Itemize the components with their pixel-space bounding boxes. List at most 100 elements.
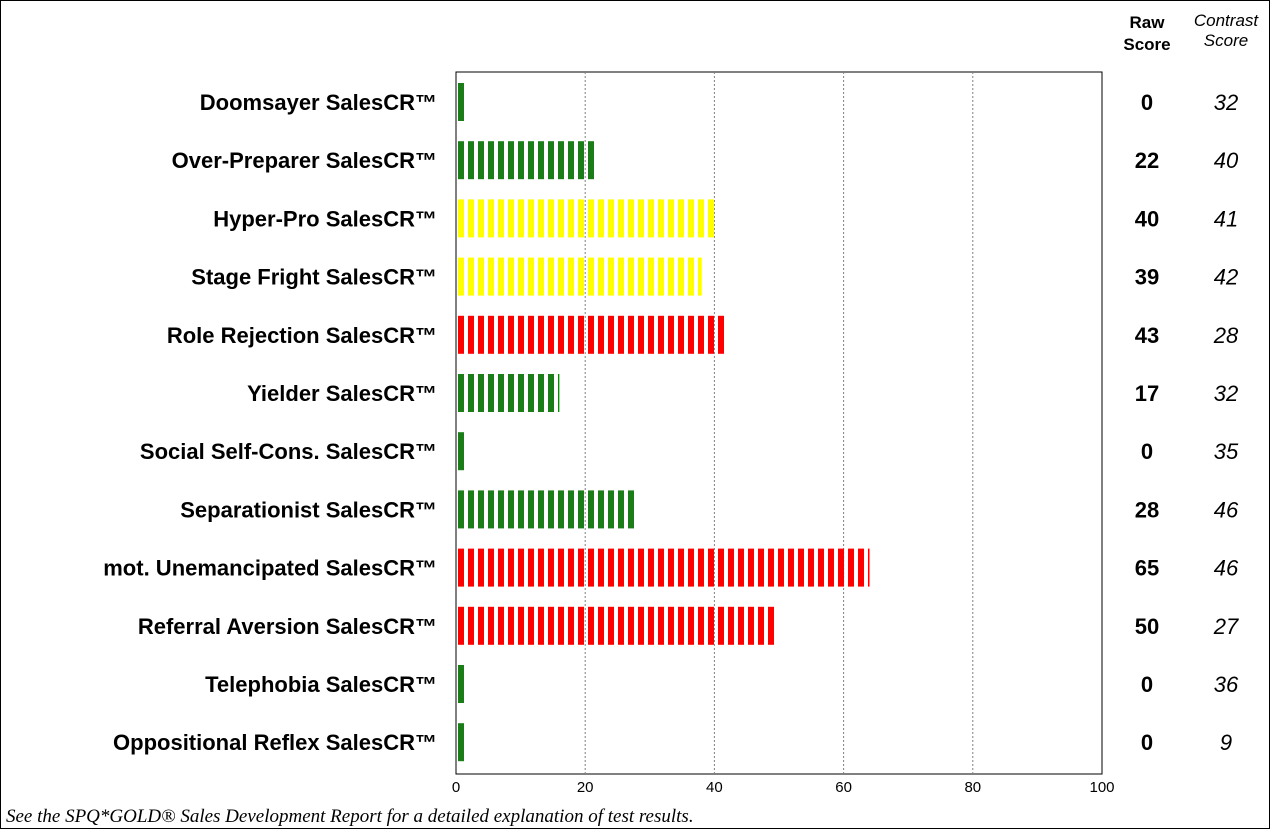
bar-segment bbox=[858, 548, 864, 587]
raw-score-value: 40 bbox=[1135, 206, 1159, 231]
x-tick-label: 80 bbox=[964, 779, 981, 796]
bar-segment bbox=[738, 548, 744, 587]
x-tick-label: 40 bbox=[706, 779, 723, 796]
bar-segment bbox=[548, 315, 554, 354]
bar-segment bbox=[818, 548, 824, 587]
bar-segment bbox=[628, 315, 634, 354]
bar-segment bbox=[618, 490, 624, 529]
bar-segment bbox=[668, 606, 674, 645]
bar-segment bbox=[598, 199, 604, 238]
x-tick-label: 100 bbox=[1089, 779, 1114, 796]
category-label: Oppositional Reflex SalesCR™ bbox=[113, 730, 437, 755]
bar-segment bbox=[478, 490, 484, 529]
bar-segment bbox=[508, 141, 514, 180]
bar-segment bbox=[538, 257, 544, 296]
bar-segment bbox=[618, 199, 624, 238]
raw-score-value: 0 bbox=[1141, 672, 1153, 697]
bar-segment bbox=[568, 548, 574, 587]
bar-segment bbox=[578, 490, 584, 529]
bar-segment bbox=[698, 315, 704, 354]
bar-segment bbox=[468, 548, 474, 587]
bar-segment bbox=[548, 257, 554, 296]
bar-segment bbox=[628, 490, 634, 529]
bar-segment bbox=[478, 374, 484, 412]
bar-segment bbox=[628, 257, 634, 296]
contrast-score-value: 9 bbox=[1220, 730, 1232, 755]
bar-segment bbox=[608, 257, 614, 296]
bar-segment bbox=[698, 606, 704, 645]
bar-segment bbox=[658, 606, 664, 645]
bar-segment bbox=[538, 490, 544, 529]
bar-segment bbox=[498, 315, 504, 354]
bar-segment bbox=[518, 490, 524, 529]
bar bbox=[458, 548, 870, 587]
bar-segment bbox=[638, 606, 644, 645]
bar-segment bbox=[508, 490, 514, 529]
bar-segment bbox=[518, 199, 524, 238]
bar-segment bbox=[808, 548, 814, 587]
bar-segment bbox=[458, 490, 464, 529]
bar-segment bbox=[518, 141, 524, 180]
bar-segment bbox=[578, 315, 584, 354]
raw-score-header: Score bbox=[1123, 35, 1170, 54]
bar-segment bbox=[708, 199, 714, 238]
bar-segment bbox=[638, 315, 644, 354]
bar-segment bbox=[678, 199, 684, 238]
bar-segment bbox=[558, 548, 564, 587]
bar-segment bbox=[578, 606, 584, 645]
bar bbox=[458, 83, 464, 121]
bar-segment bbox=[648, 548, 654, 587]
bar bbox=[458, 257, 702, 296]
bar-segment bbox=[588, 257, 594, 296]
contrast-score-value: 27 bbox=[1213, 614, 1239, 639]
bar-segment bbox=[758, 606, 764, 645]
bar-segment bbox=[488, 490, 494, 529]
contrast-score-value: 35 bbox=[1214, 439, 1239, 464]
bar-segment bbox=[658, 548, 664, 587]
contrast-score-value: 40 bbox=[1214, 148, 1239, 173]
bar-segment bbox=[458, 141, 464, 180]
bar-segment bbox=[538, 548, 544, 587]
bar-segment bbox=[558, 257, 564, 296]
bar-segment bbox=[648, 257, 654, 296]
bar-segment bbox=[648, 315, 654, 354]
bar-segment bbox=[528, 374, 534, 412]
bar-segment bbox=[828, 548, 834, 587]
bar-segment bbox=[468, 315, 474, 354]
bar-segment bbox=[708, 606, 714, 645]
bar-segment bbox=[458, 257, 464, 296]
bar-segment bbox=[498, 374, 504, 412]
bar-segment bbox=[508, 199, 514, 238]
bar-segment bbox=[458, 665, 464, 703]
bar-segment bbox=[648, 606, 654, 645]
x-tick-label: 20 bbox=[577, 779, 594, 796]
bar-segment bbox=[708, 315, 714, 354]
bar-segment bbox=[528, 257, 534, 296]
bar-segment bbox=[758, 548, 764, 587]
bar-segment bbox=[508, 606, 514, 645]
bar-segment bbox=[488, 548, 494, 587]
bar-segment bbox=[618, 606, 624, 645]
bar-segment bbox=[458, 606, 464, 645]
bar-segment bbox=[768, 548, 774, 587]
contrast-score-value: 41 bbox=[1214, 206, 1238, 231]
bar-segment bbox=[488, 606, 494, 645]
bar-segment bbox=[658, 199, 664, 238]
bar-segment bbox=[608, 490, 614, 529]
bar-segment bbox=[478, 141, 484, 180]
raw-score-value: 0 bbox=[1141, 90, 1153, 115]
bar-segment bbox=[568, 199, 574, 238]
bar-segment bbox=[598, 490, 604, 529]
bar-segment bbox=[558, 374, 560, 412]
bar-segment bbox=[498, 257, 504, 296]
bar bbox=[458, 199, 714, 238]
category-label: Hyper-Pro SalesCR™ bbox=[213, 206, 437, 231]
bar-segment bbox=[478, 548, 484, 587]
bar-segment bbox=[498, 548, 504, 587]
bar bbox=[458, 315, 724, 354]
bar-segment bbox=[618, 548, 624, 587]
bar bbox=[458, 606, 774, 645]
bar-segment bbox=[728, 548, 734, 587]
bar-segment bbox=[488, 199, 494, 238]
bar-segment bbox=[458, 548, 464, 587]
